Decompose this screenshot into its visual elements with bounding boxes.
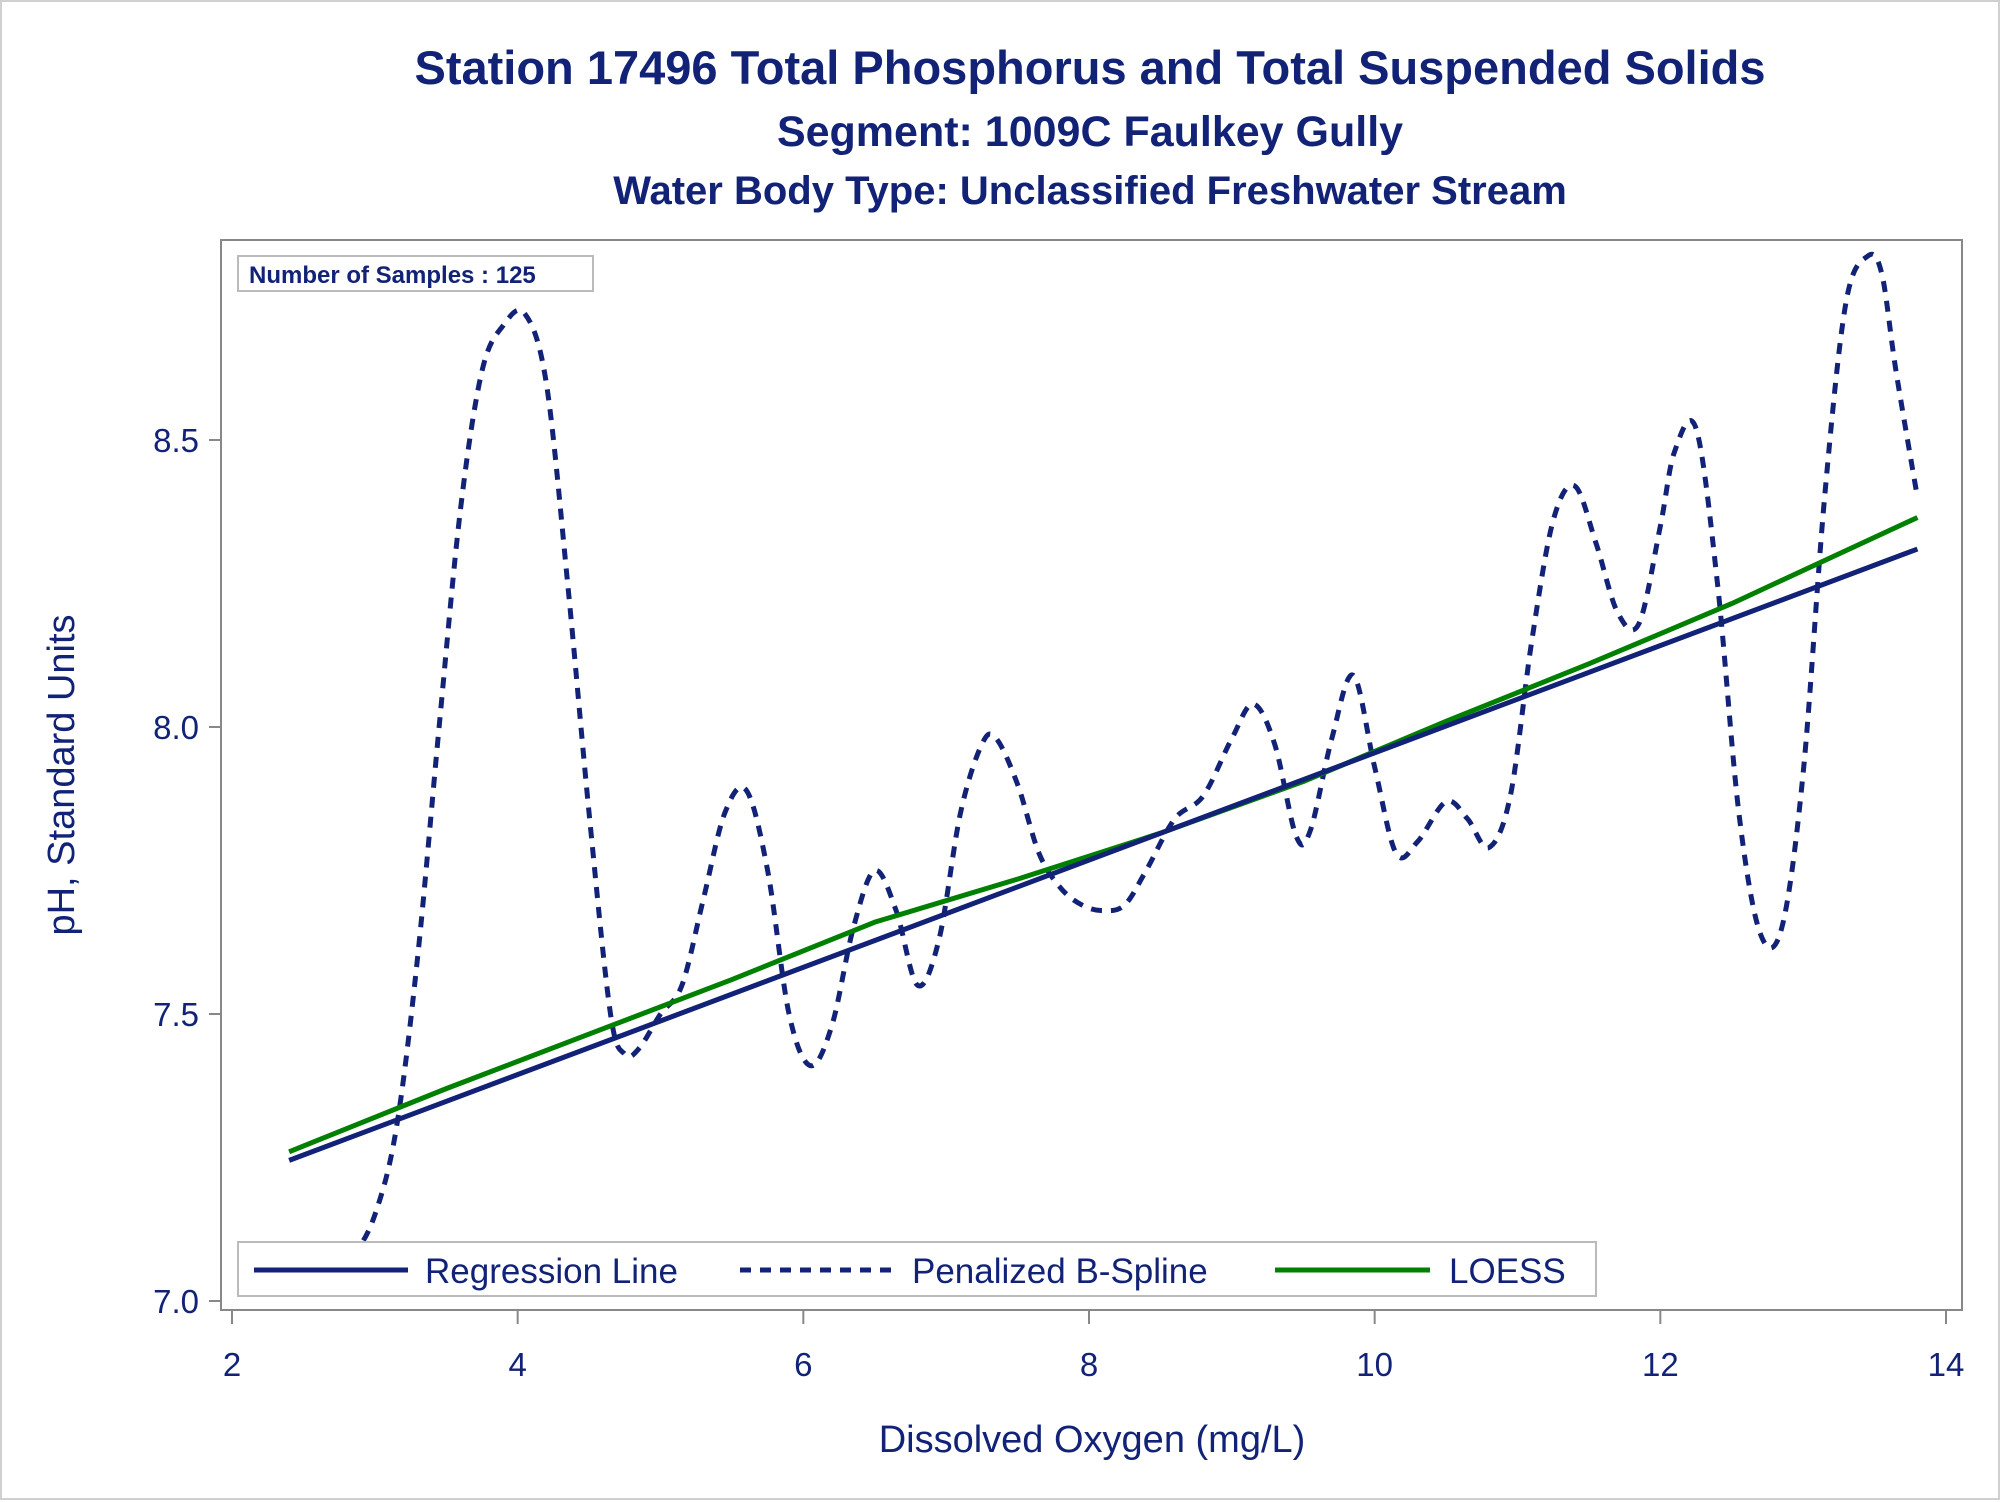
x-tick-label: 14: [1928, 1346, 1965, 1383]
y-tick-label: 8.5: [153, 422, 199, 459]
y-tick-label: 7.0: [153, 1283, 199, 1320]
annotation-box: [237, 255, 594, 292]
x-tick-label: 2: [223, 1346, 241, 1383]
chart-subtitle: Segment: 1009C Faulkey Gully: [776, 108, 1404, 156]
x-tick-label: 8: [1080, 1346, 1098, 1383]
series-layer: [287, 251, 1920, 1276]
chart-title: Station 17496 Total Phosphorus and Total…: [414, 41, 1766, 94]
legend-label-loess: LOESS: [1449, 1252, 1566, 1291]
series-line-penalized-b-spline: [287, 251, 1920, 1276]
annotation-text: Number of Samples : 125: [249, 262, 536, 289]
x-tick-label: 6: [794, 1346, 812, 1383]
legend-label-spline: Penalized B-Spline: [912, 1252, 1208, 1291]
sample-count-annotation: Number of Samples : 125: [237, 255, 594, 292]
x-axis: 2 4 6 8 10 12 14: [221, 1309, 1965, 1383]
y-axis-title: pH, Standard Units: [41, 614, 83, 935]
chart-subtitle-2: Water Body Type: Unclassified Freshwater…: [613, 169, 1567, 213]
y-axis: 7.0 7.5 8.0 8.5: [153, 240, 222, 1320]
x-tick-label: 12: [1642, 1346, 1679, 1383]
legend: Regression Line Penalized B-Spline LOESS: [237, 1241, 1597, 1297]
series-line-regression-line: [288, 546, 1919, 1163]
x-axis-title: Dissolved Oxygen (mg/L): [879, 1419, 1306, 1461]
x-tick-label: 10: [1356, 1346, 1393, 1383]
y-tick-label: 8.0: [153, 709, 199, 746]
series-line-loess: [288, 515, 1919, 1155]
plot-area: [220, 239, 1963, 1311]
x-tick-label: 4: [508, 1346, 526, 1383]
legend-label-regression: Regression Line: [425, 1252, 678, 1291]
y-tick-label: 7.5: [153, 996, 199, 1033]
